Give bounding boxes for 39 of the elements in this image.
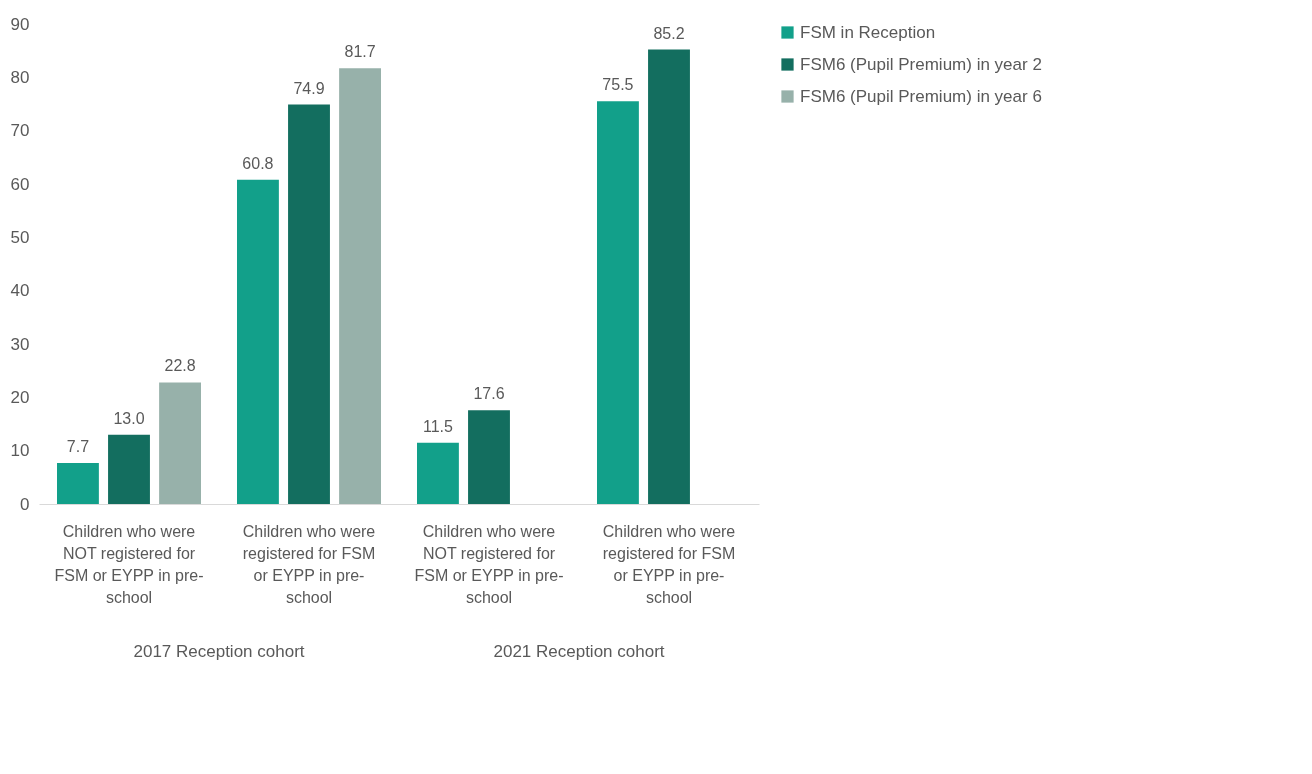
legend-label: FSM in Reception — [800, 22, 936, 42]
y-tick-label: 20 — [10, 387, 30, 407]
legend-label: FSM6 (Pupil Premium) in year 2 — [800, 54, 1042, 74]
legend-label: FSM6 (Pupil Premium) in year 6 — [800, 86, 1042, 106]
y-tick-label: 50 — [10, 227, 30, 247]
data-label: 85.2 — [653, 24, 685, 42]
data-label: 13.0 — [113, 409, 145, 427]
bar — [597, 101, 639, 504]
bar — [417, 442, 459, 504]
x-tick-label: Children who were NOT registered for FSM or EYPP in pre-school — [414, 523, 564, 606]
y-tick-label: 60 — [10, 174, 30, 194]
bar — [339, 68, 381, 504]
x-tick-label: Children who were registered for FSM or EYPP in pre-school — [242, 523, 376, 606]
data-label: 74.9 — [293, 79, 325, 97]
y-tick-label: 30 — [10, 334, 30, 354]
bar — [468, 410, 510, 504]
bar — [288, 104, 330, 504]
bar — [159, 382, 201, 504]
y-tick-label: 10 — [10, 441, 30, 461]
data-label: 22.8 — [164, 357, 196, 375]
data-label: 81.7 — [344, 43, 376, 61]
y-tick-label: 70 — [10, 121, 30, 141]
data-label: 11.5 — [422, 417, 454, 435]
y-tick-label: 80 — [10, 67, 30, 87]
bar — [237, 179, 279, 504]
data-label: 60.8 — [242, 154, 274, 172]
y-tick-label: 90 — [10, 14, 30, 34]
x-tick-label: Children who were NOT registered for FSM or EYPP in pre-school — [54, 523, 204, 606]
y-tick-label: 40 — [10, 281, 30, 301]
x-tick-label: Children who were registered for FSM or EYPP in pre-school — [602, 523, 736, 606]
y-tick-label: 0 — [20, 494, 30, 514]
bar — [57, 462, 99, 504]
data-label: 75.5 — [602, 76, 634, 94]
bar — [648, 49, 690, 504]
data-label: 7.7 — [66, 437, 90, 455]
text: 2021 Reception cohort — [493, 642, 665, 661]
data-label: 17.6 — [473, 385, 505, 403]
bar — [108, 434, 150, 504]
text: 2017 Reception cohort — [133, 642, 305, 661]
